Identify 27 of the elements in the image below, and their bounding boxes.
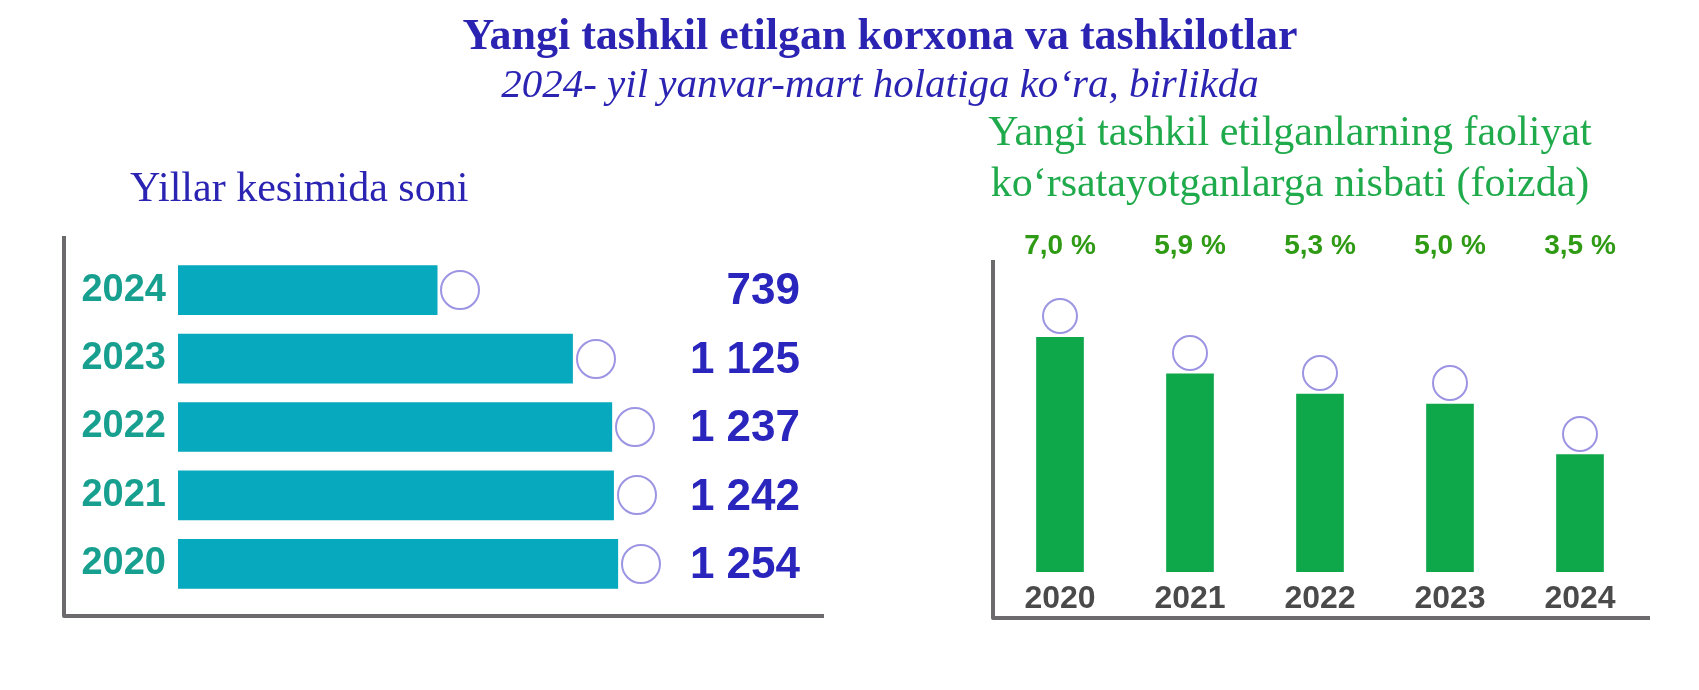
data-label: 7,0 %	[1024, 229, 1096, 260]
bar	[178, 470, 614, 521]
x-tick-label: 2023	[1414, 579, 1486, 616]
data-label: 739	[726, 264, 800, 314]
chart-title: Yangi tashkil etilganlarning faoliyat ko‘rsatayotganlarga nisbati (foizda)	[987, 107, 1593, 207]
y-tick-label: 2023	[81, 335, 166, 378]
data-label: 3,5 %	[1544, 229, 1616, 260]
data-label: 1 254	[689, 537, 801, 587]
data-label: 1 125	[689, 332, 800, 382]
x-tick-label: 2022	[1284, 579, 1356, 616]
text: 2024- yil yanvar-mart holatiga ko‘ra, birlikda	[500, 60, 1260, 108]
y-tick-label: 2020	[81, 540, 166, 583]
x-tick-label: 2020	[1024, 579, 1096, 616]
data-label: 5,3 %	[1284, 229, 1356, 260]
chart-title: Yillar kesimida soni	[130, 163, 470, 212]
text: Yangi tashkil etilgan korxona va tashkilotlar	[461, 10, 1299, 61]
data-label: 1 237	[689, 401, 800, 451]
y-tick-label: 2021	[81, 471, 166, 514]
y-tick-label: 2022	[81, 403, 166, 446]
bar	[1036, 337, 1084, 572]
data-label: 5,0 %	[1414, 229, 1486, 260]
x-tick-label: 2024	[1544, 579, 1616, 616]
bar	[178, 333, 573, 384]
data-label: 1 242	[689, 469, 800, 519]
data-label: 5,9 %	[1154, 229, 1226, 260]
y-tick-label: 2024	[81, 266, 166, 309]
x-tick-label: 2021	[1154, 579, 1226, 616]
